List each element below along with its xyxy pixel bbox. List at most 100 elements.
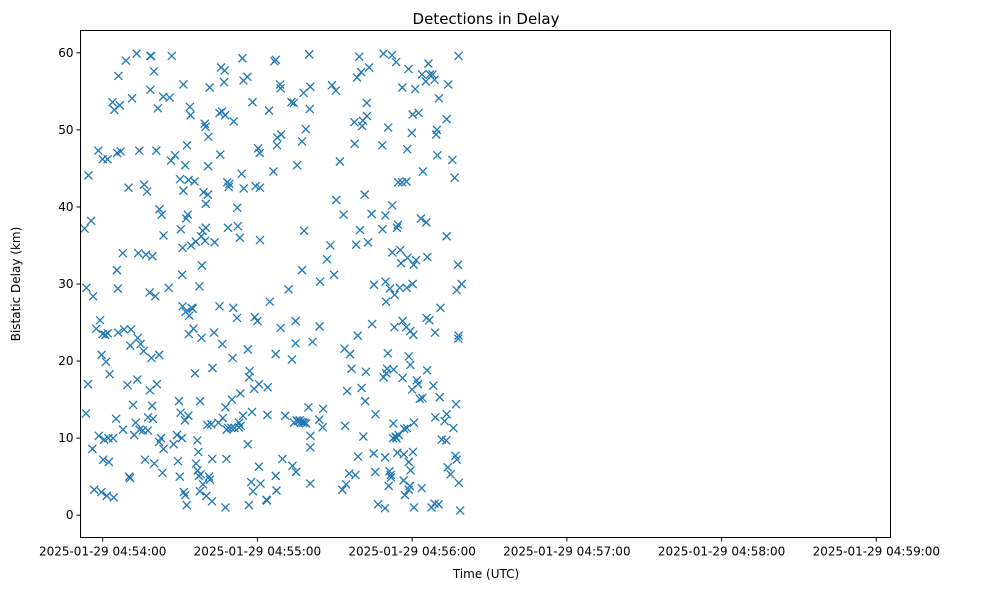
data-point	[174, 396, 184, 406]
data-point	[430, 75, 440, 85]
data-point	[220, 502, 230, 512]
data-point	[220, 402, 230, 412]
data-point	[331, 86, 341, 96]
data-point	[170, 150, 180, 160]
data-point	[299, 226, 309, 236]
data-point	[318, 422, 328, 432]
data-point	[210, 237, 220, 247]
data-point	[103, 328, 113, 338]
data-point	[457, 279, 467, 289]
data-point	[349, 117, 359, 127]
data-point	[97, 350, 107, 360]
data-point	[195, 486, 205, 496]
data-point	[410, 84, 420, 94]
data-point	[156, 433, 166, 443]
data-point	[91, 324, 101, 334]
data-point	[179, 487, 189, 497]
data-point	[318, 404, 328, 414]
data-point	[182, 500, 192, 510]
data-point	[373, 499, 383, 509]
data-point	[113, 71, 123, 81]
data-point	[400, 490, 410, 500]
data-point	[315, 321, 325, 331]
data-point	[201, 223, 211, 233]
data-point	[224, 182, 234, 192]
data-point	[291, 338, 301, 348]
data-point	[402, 177, 411, 186]
data-point	[136, 339, 146, 349]
data-point	[415, 394, 425, 404]
data-point	[180, 490, 190, 500]
data-point	[380, 452, 390, 462]
data-point	[188, 304, 198, 314]
data-point	[409, 260, 419, 270]
data-point	[154, 350, 164, 360]
x-tick-label: 2025-01-29 04:57:00	[503, 545, 630, 559]
data-point	[440, 416, 450, 426]
data-point	[139, 180, 149, 190]
data-point	[192, 435, 202, 445]
data-point	[402, 283, 412, 293]
data-point	[238, 411, 248, 421]
data-point	[398, 316, 408, 326]
data-point	[188, 324, 198, 334]
data-point	[254, 379, 264, 389]
data-point	[207, 496, 217, 506]
axis-ticks: 2025-01-29 04:54:00 2025-01-29 04:55:00 20…	[39, 46, 940, 559]
data-point	[243, 345, 253, 354]
data-point	[408, 279, 418, 289]
data-point	[434, 499, 444, 509]
data-point	[243, 439, 253, 449]
data-point	[232, 203, 242, 213]
data-point	[140, 455, 150, 465]
data-point	[169, 439, 179, 449]
data-point	[331, 195, 341, 205]
data-point	[180, 415, 190, 425]
data-point	[305, 479, 315, 489]
data-point	[408, 110, 418, 119]
data-point	[357, 383, 367, 393]
data-point	[100, 330, 110, 340]
data-point	[342, 386, 352, 396]
data-point	[417, 393, 427, 403]
data-point	[408, 447, 418, 457]
data-point	[126, 325, 136, 334]
data-point	[208, 363, 217, 373]
data-point	[417, 483, 427, 493]
data-point	[304, 402, 313, 412]
data-point	[237, 53, 247, 63]
data-point	[271, 55, 281, 65]
data-point	[228, 303, 238, 313]
data-point	[327, 80, 337, 90]
data-point	[363, 237, 373, 247]
data-point	[222, 454, 231, 464]
data-point	[190, 177, 199, 186]
data-point	[380, 210, 390, 220]
data-point	[132, 49, 142, 59]
data-point	[121, 56, 131, 66]
data-point	[315, 277, 325, 287]
data-point	[207, 454, 217, 464]
data-point	[252, 316, 262, 326]
data-point	[417, 69, 427, 79]
data-point	[288, 461, 297, 471]
data-point	[122, 380, 132, 390]
data-point	[95, 315, 105, 325]
data-point	[103, 154, 113, 164]
data-point	[200, 119, 210, 129]
data-point	[393, 220, 403, 230]
data-point	[232, 313, 242, 323]
data-point	[454, 478, 464, 488]
data-point	[452, 285, 462, 295]
data-point	[353, 452, 363, 462]
data-point	[148, 414, 158, 424]
data-point	[360, 190, 370, 200]
data-point	[226, 423, 236, 433]
data-point	[441, 435, 451, 445]
data-point	[139, 346, 149, 356]
data-point	[443, 462, 453, 472]
data-point	[402, 144, 412, 154]
data-point	[387, 50, 397, 60]
x-tick-label: 2025-01-29 04:58:00	[658, 545, 785, 559]
